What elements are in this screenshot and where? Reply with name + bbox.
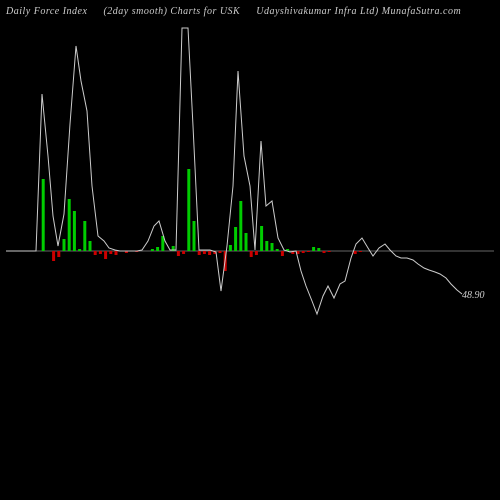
header-right: Udayshivakumar Infra Ltd) MunafaSutra.co…	[256, 6, 461, 17]
price-line	[6, 28, 462, 314]
force-index-chart: 48.90	[6, 26, 494, 494]
chart-header: Daily Force Index (2day smooth) Charts f…	[6, 6, 494, 17]
chart-area: 48.90	[6, 26, 494, 494]
price-label: 48.90	[462, 290, 485, 301]
header-left: Daily Force Index	[6, 6, 87, 17]
header-mid: (2day smooth) Charts for USK	[103, 6, 240, 17]
chart-container: Daily Force Index (2day smooth) Charts f…	[0, 0, 500, 500]
